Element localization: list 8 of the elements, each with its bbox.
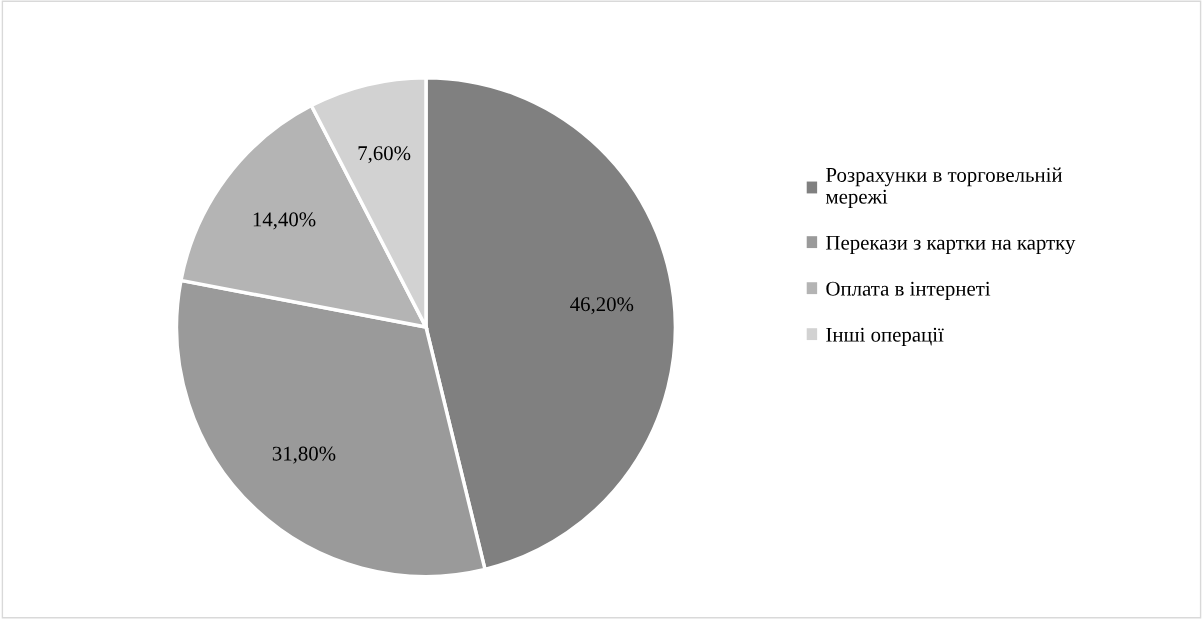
legend-label: Розрахунки в торговельній мережі (825, 167, 1063, 208)
legend-label: Інші операції (826, 327, 944, 346)
data-label: 46,20% (570, 297, 634, 315)
data-label: 7,60% (358, 146, 411, 164)
legend-label: Перекази з картки на картку (826, 235, 1076, 255)
data-label: 31,80% (272, 446, 336, 464)
data-label: 14,40% (253, 212, 316, 230)
legend-label: Оплата в інтернеті (826, 281, 991, 300)
